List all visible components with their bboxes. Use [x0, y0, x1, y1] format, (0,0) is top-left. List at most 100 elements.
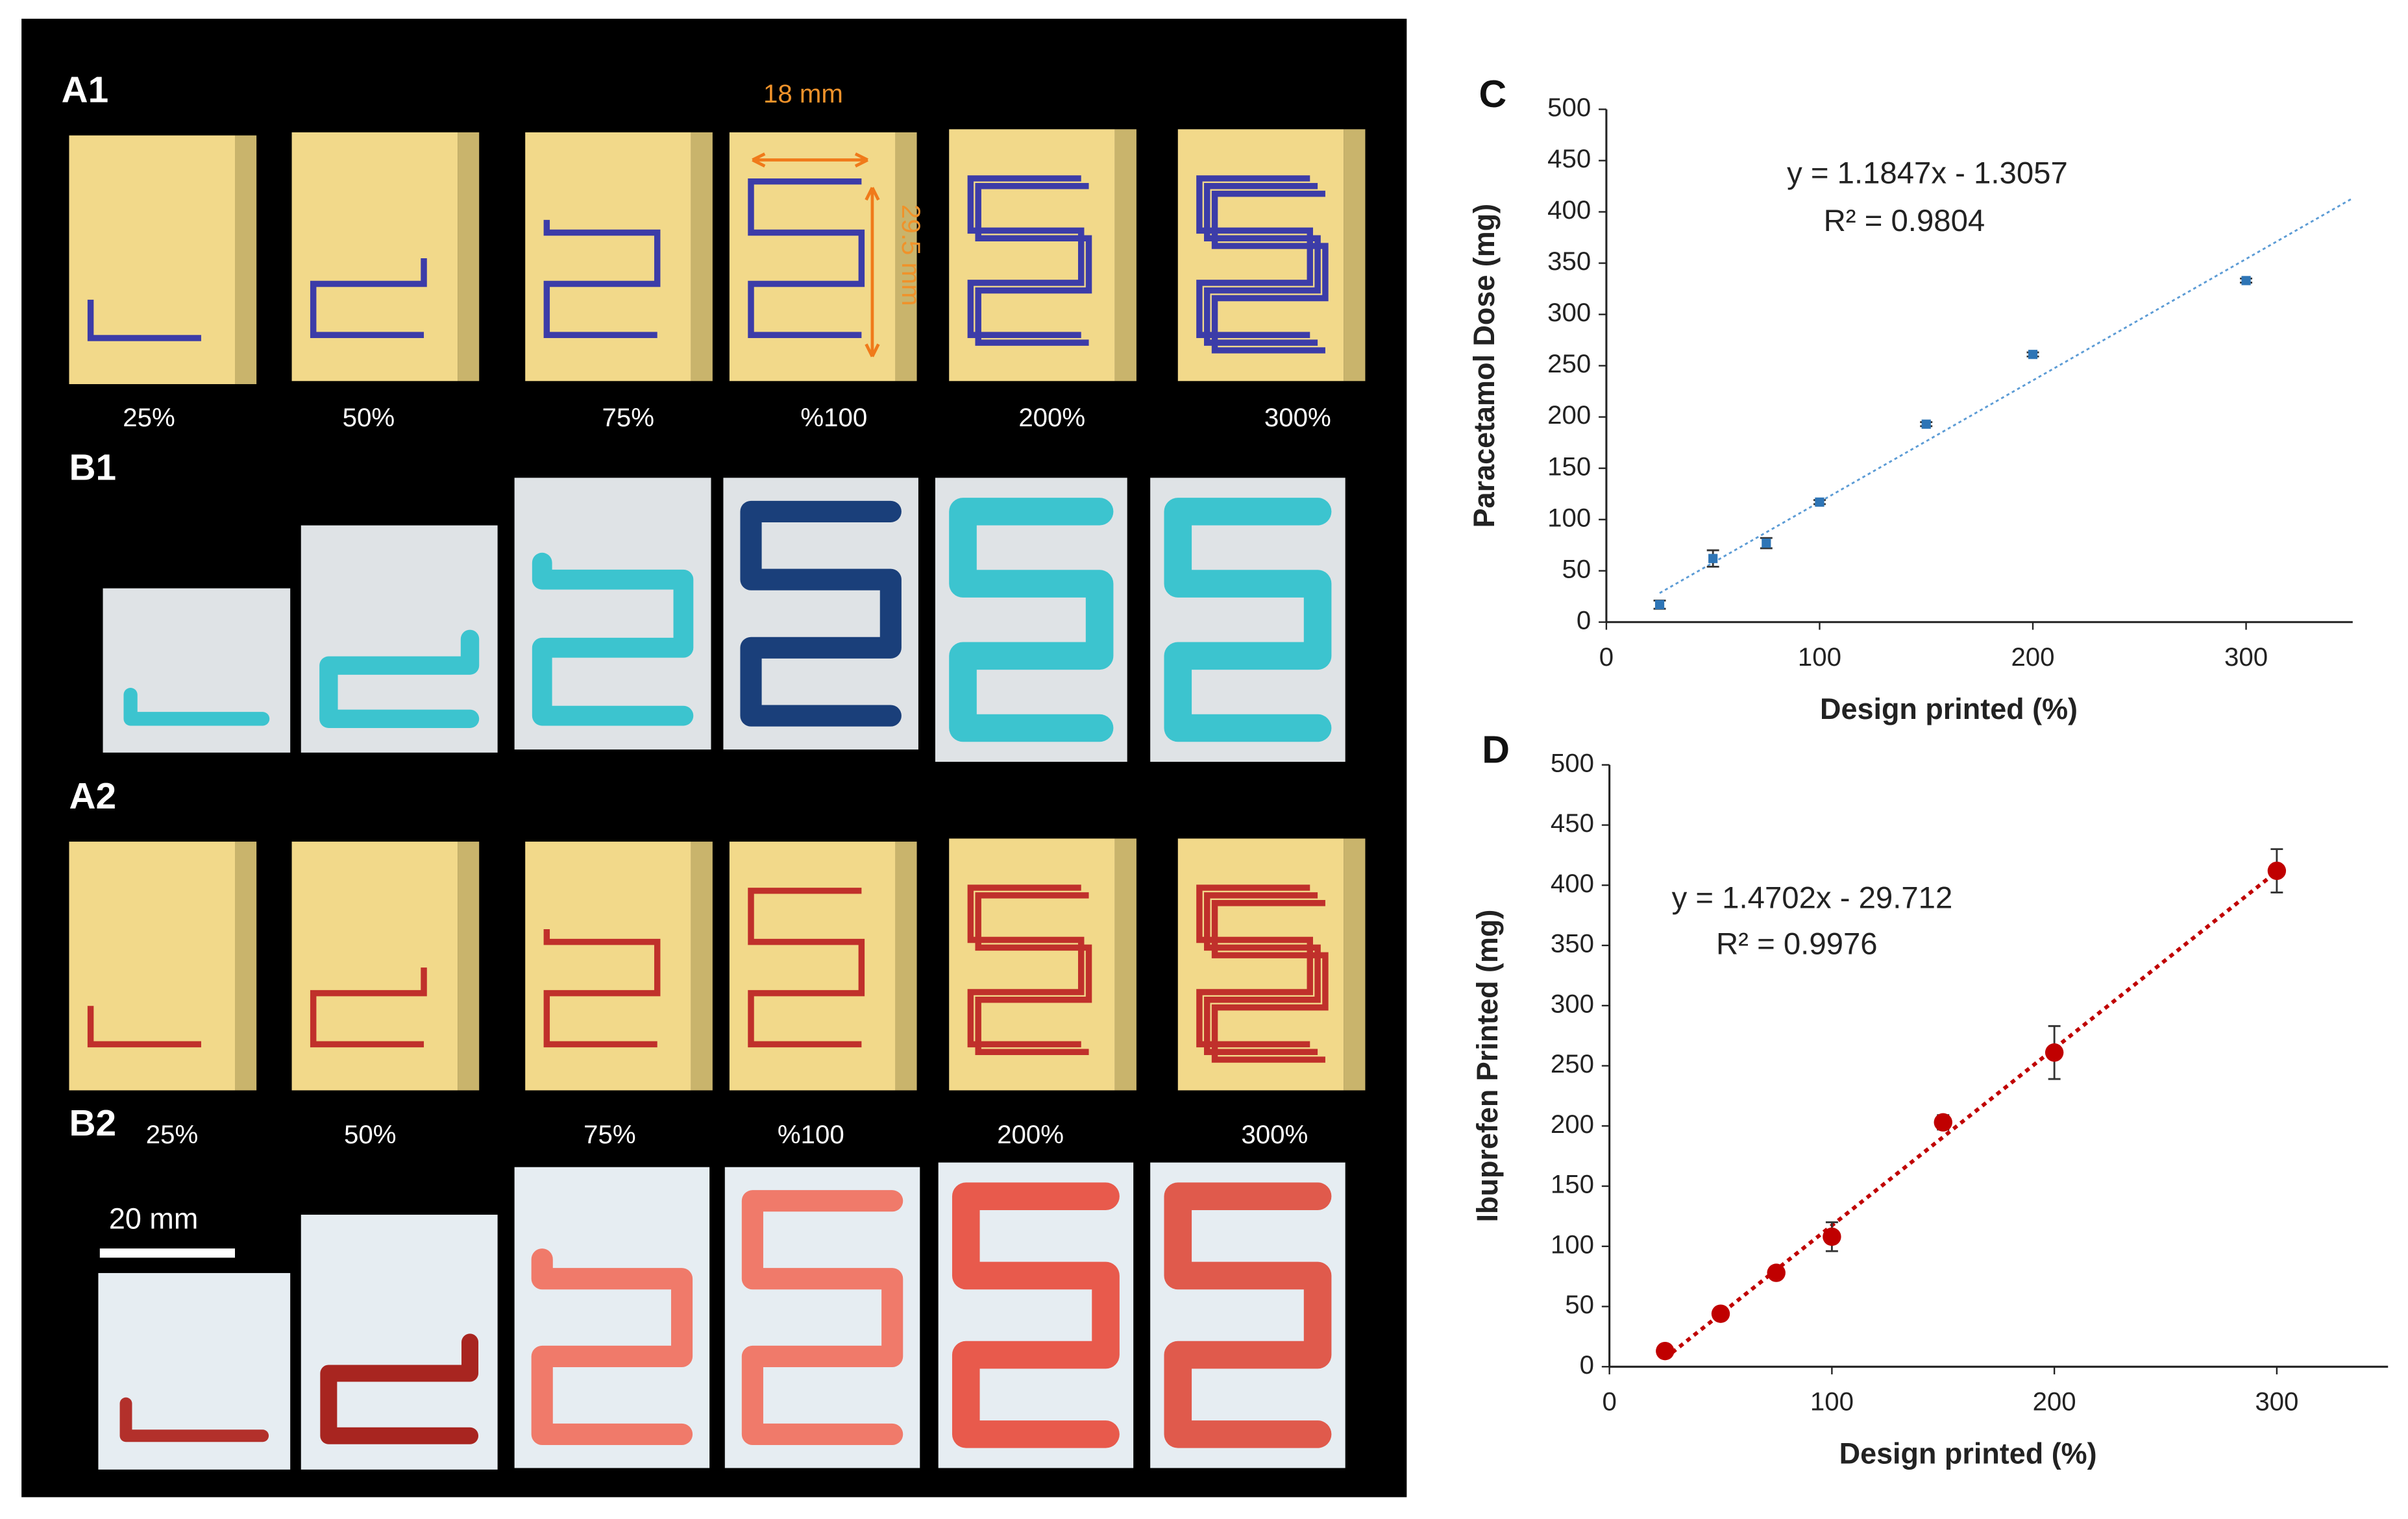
- x-tick-label: 0: [1602, 1387, 1616, 1416]
- printed-gel: [119, 1397, 269, 1442]
- x-tick-label: 300: [2255, 1387, 2298, 1416]
- tablet: [729, 132, 896, 382]
- scale-bar-label: 20 mm: [109, 1202, 198, 1235]
- point: [1921, 419, 1931, 429]
- tablet-side: [1344, 129, 1366, 382]
- printed-gel: [320, 1333, 479, 1444]
- row-label: A2: [69, 776, 116, 817]
- charts: 0 50 100 150 200 250 300 350 400 450 500 0 100 200 300…: [1468, 72, 2389, 1470]
- y-tick-label: 500: [1551, 748, 1594, 777]
- printed-gel: [740, 500, 902, 727]
- point: [1708, 553, 1718, 563]
- caption: 50%: [344, 1120, 397, 1149]
- printed-gel: [1164, 1182, 1332, 1448]
- y-tick-label: 50: [1562, 554, 1591, 583]
- print-path: [975, 892, 1092, 1055]
- annotation: y = 1.4702x - 29.712: [1672, 881, 1953, 915]
- printed-gel: [319, 629, 480, 728]
- panel-label: C: [1479, 72, 1507, 115]
- print-path: [748, 178, 865, 339]
- row-label: B2: [69, 1103, 116, 1144]
- y-tick-label: 450: [1547, 144, 1591, 173]
- tablet-side: [895, 842, 917, 1091]
- caption: 75%: [602, 403, 654, 432]
- x-axis-label: Design printed (%): [1820, 692, 2078, 725]
- y-axis-label: Paracetamol Dose (mg): [1468, 204, 1501, 528]
- tablet: [291, 842, 458, 1091]
- height-dimension: 29.5 mm: [896, 204, 926, 306]
- annotation: y = 1.1847x - 1.3057: [1787, 156, 2068, 191]
- row-label: A1: [62, 69, 109, 110]
- y-tick-label: 250: [1551, 1049, 1594, 1078]
- caption: 50%: [343, 403, 395, 432]
- print-path: [748, 888, 865, 1048]
- trendline: [1659, 197, 2353, 594]
- y-tick-label: 500: [1547, 93, 1591, 122]
- dimension-arrow: [752, 152, 880, 358]
- y-tick-label: 100: [1551, 1230, 1594, 1259]
- caption: 25%: [146, 1120, 199, 1149]
- x-tick-label: 300: [2224, 642, 2268, 672]
- y-tick-label: 150: [1547, 452, 1591, 481]
- x-axis-label: Design printed (%): [1839, 1437, 2097, 1470]
- panel-label: D: [1482, 727, 1510, 771]
- y-tick-label: 200: [1551, 1110, 1594, 1139]
- tablet: [729, 842, 896, 1091]
- print-path: [1203, 183, 1321, 346]
- printed-gel: [949, 498, 1114, 742]
- point: [2267, 861, 2287, 881]
- caption: 200%: [1018, 403, 1085, 432]
- tablet: [69, 842, 236, 1091]
- caption: %100: [800, 403, 867, 432]
- width-dimension: 18 mm: [763, 79, 843, 108]
- photo-panel: 25% 50% 75% %100 200% 300% 25% 50% 75% %100 200% 30…: [69, 129, 1366, 1470]
- tablet-side: [1344, 838, 1366, 1091]
- print-path: [1203, 892, 1321, 1055]
- tablet-side: [1114, 838, 1136, 1091]
- print-path: [1196, 884, 1313, 1048]
- x-tick-label: 100: [1798, 642, 1841, 672]
- point: [2028, 350, 2038, 359]
- tablet-side: [458, 842, 480, 1091]
- scale-bar: [99, 1248, 236, 1258]
- print-path: [1196, 175, 1313, 339]
- tablet: [291, 132, 458, 382]
- y-tick-label: 150: [1551, 1170, 1594, 1199]
- trendline: [1664, 869, 2278, 1360]
- print-path: [967, 884, 1085, 1048]
- y-tick-label: 200: [1547, 400, 1591, 430]
- y-tick-label: 350: [1551, 929, 1594, 958]
- point: [1934, 1113, 1952, 1132]
- point: [1823, 1227, 1841, 1246]
- x-tick-label: 100: [1810, 1387, 1854, 1416]
- caption: %100: [778, 1120, 844, 1149]
- tablet-side: [1114, 129, 1136, 382]
- point: [2045, 1043, 2064, 1062]
- photo: [103, 588, 291, 753]
- point: [1654, 600, 1665, 609]
- tablet: [525, 132, 691, 382]
- y-tick-label: 400: [1547, 195, 1591, 225]
- x-tick-label: 200: [2011, 642, 2054, 672]
- printed-gel: [741, 1190, 903, 1445]
- y-tick-label: 400: [1551, 869, 1594, 898]
- printed-gel: [952, 1182, 1120, 1448]
- point: [1762, 538, 1771, 548]
- y-tick-label: 0: [1580, 1350, 1594, 1379]
- y-tick-label: 250: [1547, 349, 1591, 378]
- print-path: [975, 183, 1092, 346]
- print-path: [310, 967, 427, 1048]
- printed-gel: [123, 688, 270, 726]
- print-path: [967, 175, 1085, 339]
- point: [1815, 497, 1824, 507]
- tablet-side: [691, 842, 713, 1091]
- y-tick-label: 300: [1551, 989, 1594, 1018]
- row-label: B1: [69, 447, 116, 488]
- printed-gel: [1164, 498, 1332, 742]
- tablet: [525, 842, 691, 1091]
- point: [1711, 1304, 1730, 1323]
- print-path: [87, 1006, 201, 1048]
- print-path: [310, 258, 427, 339]
